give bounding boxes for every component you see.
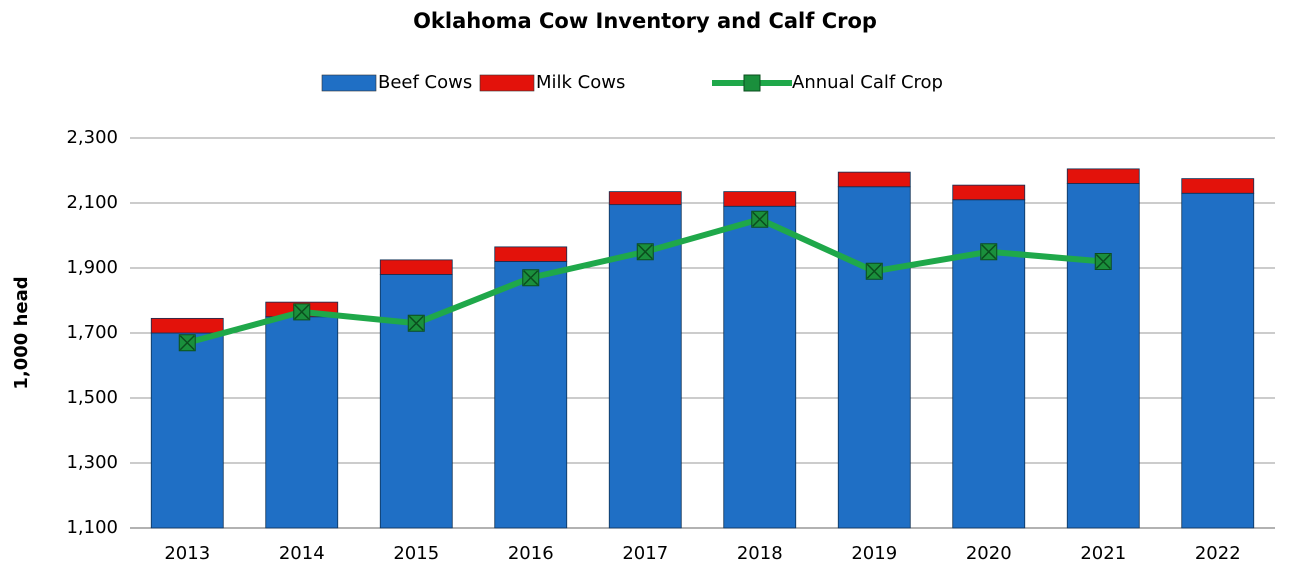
- bar-segment: [952, 184, 1026, 201]
- bar-segment: [1066, 183, 1140, 529]
- bar-segment: [150, 332, 224, 529]
- bar-segment: [723, 191, 797, 207]
- legend-label: Beef Cows: [378, 72, 472, 93]
- marker-cross: [752, 211, 768, 227]
- marker-cross: [179, 335, 195, 351]
- y-tick-label: 1,100: [66, 517, 118, 538]
- marker-cross: [523, 270, 539, 286]
- marker-cross: [866, 263, 882, 279]
- legend-swatch: [321, 74, 377, 92]
- bar-segment: [1181, 192, 1255, 529]
- legend-label: Annual Calf Crop: [792, 72, 943, 93]
- marker-cross: [981, 244, 997, 260]
- bar-segment: [608, 191, 682, 206]
- legend-marker: [743, 74, 761, 92]
- y-tick-label: 2,300: [66, 127, 118, 148]
- bar-segment: [837, 171, 911, 188]
- bar-segment: [150, 317, 224, 334]
- marker-cross: [1095, 253, 1111, 270]
- legend-label: Milk Cows: [536, 72, 625, 93]
- y-tick-label: 1,500: [66, 387, 118, 408]
- y-tick-label: 1,900: [66, 257, 118, 278]
- y-tick-label: 2,100: [66, 192, 118, 213]
- bar-segment: [1181, 178, 1255, 194]
- bar-segment: [265, 316, 339, 529]
- x-tick-label: 2013: [164, 543, 210, 564]
- x-tick-label: 2019: [851, 543, 897, 564]
- y-tick-label: 1,700: [66, 322, 118, 343]
- x-tick-label: 2022: [1195, 543, 1241, 564]
- marker-cross: [408, 315, 424, 331]
- bar-segment: [1066, 168, 1140, 184]
- legend-swatch: [479, 74, 535, 92]
- bar-segment: [837, 186, 911, 529]
- y-tick-label: 1,300: [66, 452, 118, 473]
- chart-title: Oklahoma Cow Inventory and Calf Crop: [413, 9, 877, 33]
- x-tick-label: 2014: [279, 543, 325, 564]
- x-tick-label: 2018: [737, 543, 783, 564]
- marker-cross: [637, 244, 653, 260]
- bar-segment: [379, 259, 453, 275]
- bar-segment: [494, 246, 568, 262]
- x-tick-label: 2020: [966, 543, 1012, 564]
- x-tick-label: 2021: [1080, 543, 1126, 564]
- x-tick-label: 2015: [393, 543, 439, 564]
- bar-segment: [494, 261, 568, 529]
- y-axis-label: 1,000 head: [11, 276, 32, 389]
- bar-segment: [723, 205, 797, 529]
- x-tick-label: 2016: [508, 543, 554, 564]
- x-tick-label: 2017: [622, 543, 668, 564]
- marker-cross: [294, 304, 310, 320]
